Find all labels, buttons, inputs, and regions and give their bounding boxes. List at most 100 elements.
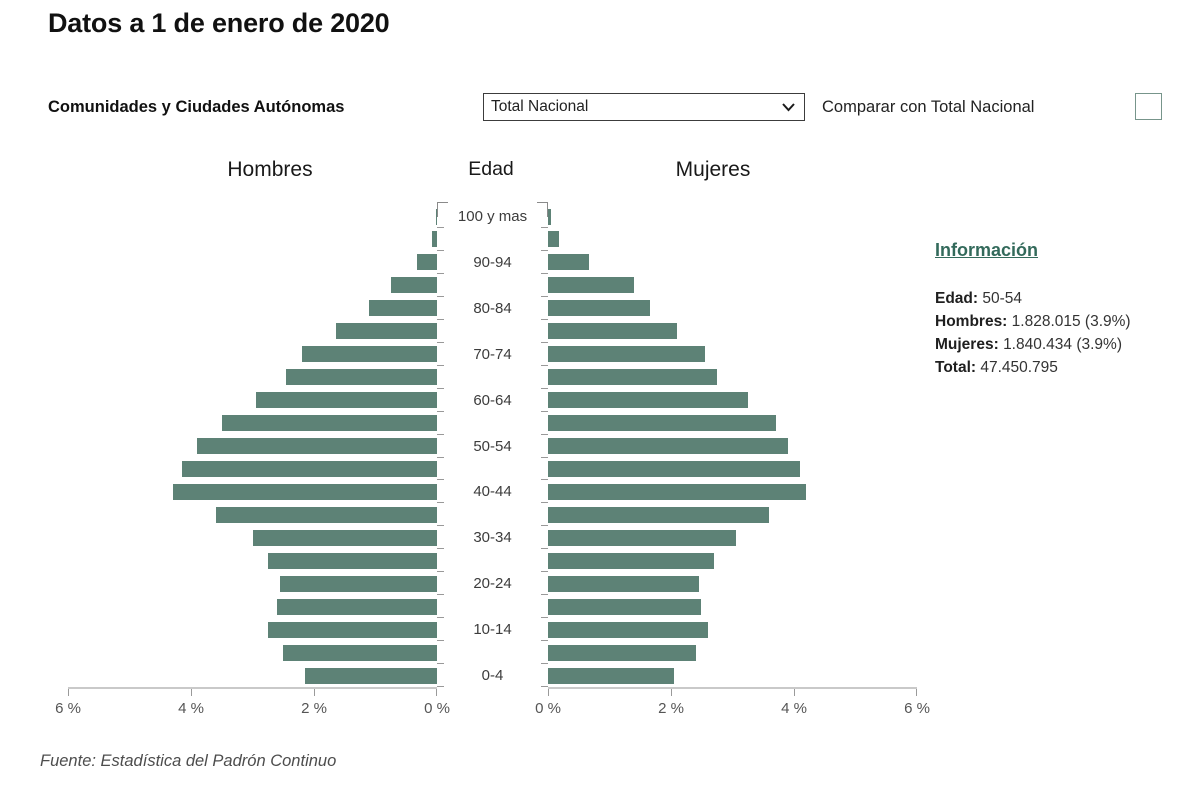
axis-tick-label: 6 % [904,700,930,717]
bar-hombres-80-84[interactable] [369,300,437,317]
axis-tick-label: 2 % [301,700,327,717]
age-axis-tick [541,525,548,527]
bar-mujeres-30-34[interactable] [548,529,736,546]
bar-mujeres-95-99[interactable] [548,231,560,248]
axis-tick [314,689,315,696]
right-percent-axis: 0 % 2 % 4 % 6 % [535,687,930,717]
bar-hombres-100 y mas[interactable] [435,208,437,225]
compare-label: Comparar con Total Nacional [822,98,1035,116]
bar-mujeres-0-4[interactable] [548,667,675,684]
info-rows: Edad: 50-54 Hombres: 1.828.015 (3.9%) Muje… [935,287,1185,379]
top-bracket-left [437,202,448,217]
age-axis-tick [541,617,548,619]
bar-hombres-15-19[interactable] [277,598,437,615]
bar-mujeres-65-69[interactable] [548,369,718,386]
age-label-100 y mas: 100 y mas [457,208,528,225]
bar-mujeres-100 y mas[interactable] [548,208,552,225]
age-axis-tick [437,318,444,320]
age-axis-tick [437,456,444,458]
bar-hombres-85-89[interactable] [390,277,437,294]
age-axis-tick [541,433,548,435]
bar-hombres-55-59[interactable] [221,415,437,431]
bar-mujeres-25-29[interactable] [548,552,715,569]
bar-mujeres-35-39[interactable] [548,506,770,523]
age-axis-tick [541,571,548,573]
chevron-down-icon [782,103,795,112]
bar-mujeres-70-74[interactable] [548,346,705,363]
axis-tick [916,689,917,696]
region-select[interactable]: Total Nacional [483,93,805,121]
bar-mujeres-55-59[interactable] [548,415,776,431]
age-axis-tick [541,272,548,274]
bar-hombres-65-69[interactable] [286,369,437,386]
bar-hombres-40-44[interactable] [172,483,437,500]
info-heading-link[interactable]: Información [935,240,1039,260]
axis-tick [68,689,69,696]
source-note: Fuente: Estadística del Padrón Continuo [40,752,337,770]
axis-tick-label: 2 % [658,700,684,717]
pyramid-right-bars [548,205,917,687]
bar-mujeres-20-24[interactable] [548,575,699,592]
bar-hombres-5-9[interactable] [283,644,437,661]
bar-hombres-25-29[interactable] [267,552,437,569]
info-row: Total: 47.450.795 [935,356,1185,379]
bar-hombres-35-39[interactable] [215,506,437,523]
bar-hombres-45-49[interactable] [181,461,437,477]
age-axis-tick [437,227,444,228]
age-label-80-84: 80-84 [473,299,512,317]
info-row: Edad: 50-54 [935,287,1185,310]
compare-checkbox[interactable] [1135,93,1162,120]
bar-mujeres-80-84[interactable] [548,300,650,317]
bar-hombres-0-4[interactable] [304,667,437,684]
bar-mujeres-85-89[interactable] [548,277,635,294]
age-axis-tick [541,318,548,320]
age-label-30-34: 30-34 [473,529,512,547]
controls-row: Comunidades y Ciudades Autónomas Total N… [0,93,1200,121]
bar-mujeres-50-54[interactable] [548,438,788,454]
bar-mujeres-15-19[interactable] [548,598,701,615]
bar-hombres-70-74[interactable] [301,346,437,363]
age-label-50-54: 50-54 [473,437,512,455]
age-axis-tick [437,249,444,251]
age-axis-tick [541,479,548,481]
bar-mujeres-45-49[interactable] [548,461,801,477]
bar-mujeres-5-9[interactable] [548,644,696,661]
bar-mujeres-40-44[interactable] [548,483,807,500]
age-label-10-14: 10-14 [473,621,512,639]
bar-mujeres-10-14[interactable] [548,621,708,638]
age-axis-tick [541,663,548,664]
bar-hombres-75-79[interactable] [335,323,437,340]
age-axis-tick [437,433,444,435]
bar-hombres-60-64[interactable] [255,392,437,409]
age-axis-tick [541,410,548,412]
pyramid-header-edad: Edad [468,158,514,180]
axis-line [548,687,917,689]
pyramid-header-mujeres: Mujeres [675,158,751,181]
age-axis-tick [437,525,444,527]
age-axis-tick [541,548,548,550]
axis-tick [794,689,795,696]
left-percent-axis: 6 % 4 % 2 % 0 % [55,687,450,717]
info-row: Mujeres: 1.840.434 (3.9%) [935,333,1185,356]
bar-mujeres-75-79[interactable] [548,323,678,340]
bar-hombres-30-34[interactable] [252,529,437,546]
axis-tick [436,689,437,696]
bar-hombres-95-99[interactable] [432,231,437,248]
age-label-90-94: 90-94 [473,253,512,271]
bar-mujeres-90-94[interactable] [548,254,590,271]
bar-hombres-90-94[interactable] [417,254,437,271]
pyramid-age-axis: 0-4 10-14 20-24 30-34 40-44 50-54 60-64 70-74 80… [437,202,548,687]
bar-hombres-50-54[interactable] [197,438,437,454]
axis-tick [548,689,549,696]
bar-mujeres-60-64[interactable] [548,392,748,409]
age-axis-tick [437,272,444,274]
bar-hombres-10-14[interactable] [267,621,437,638]
bar-hombres-20-24[interactable] [280,575,437,592]
age-axis-tick [437,295,444,297]
pyramid-left-bars [68,205,437,687]
axis-tick-label: 0 % [424,700,450,717]
top-bracket-right [537,202,548,217]
axis-tick-label: 4 % [781,700,807,717]
axis-tick [191,689,192,696]
